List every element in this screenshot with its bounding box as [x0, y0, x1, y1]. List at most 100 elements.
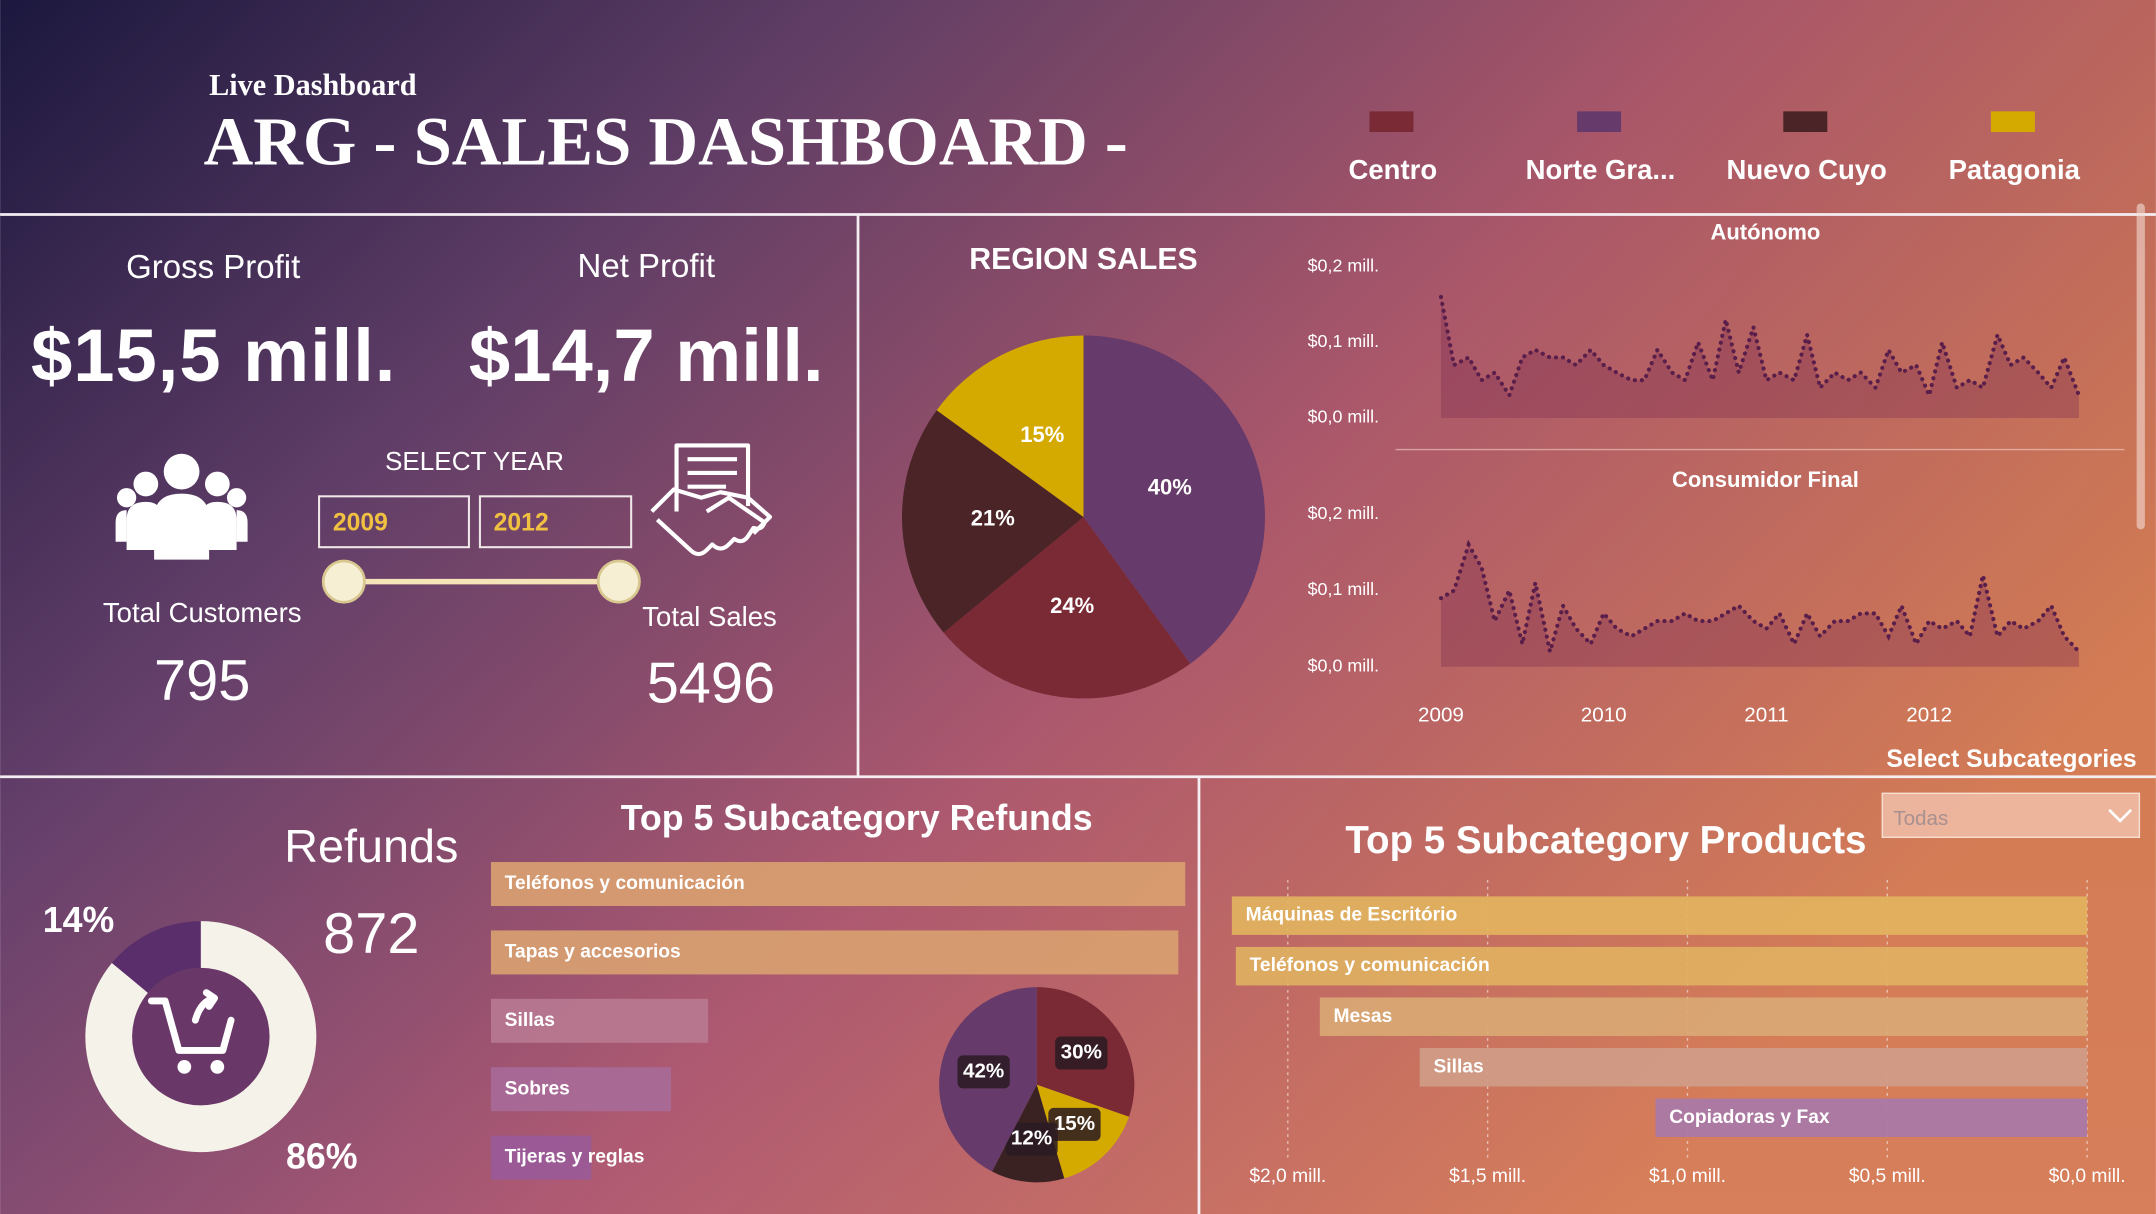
y-tick-label: $0,0 mill. [1308, 407, 1379, 427]
slice-label: 40% [1148, 475, 1192, 500]
slice-label: 15% [1020, 422, 1064, 447]
y-tick-label: $0,0 mill. [1308, 656, 1379, 676]
cart-icon [147, 989, 235, 1054]
year-from-box[interactable] [318, 495, 470, 549]
y-tick-label: $0,1 mill. [1308, 579, 1379, 599]
legend-swatch [1990, 111, 2035, 132]
x-tick-label: 2010 [1581, 704, 1627, 727]
bar-label: Tijeras y reglas [505, 1147, 645, 1168]
kpi-label: Refunds [284, 820, 458, 872]
bar [1319, 997, 2088, 1036]
dropdown-value: Todas [1893, 807, 1948, 830]
legend-label: Nuevo Cuyo [1727, 154, 1887, 185]
kpi-value: 872 [323, 902, 419, 966]
bar-label: Sillas [1433, 1056, 1483, 1077]
dashboard-title: ARG - SALES DASHBOARD - [204, 103, 1128, 179]
chart-title: Consumidor Final [1672, 467, 1859, 492]
pie-slice [902, 410, 1084, 633]
bar-label: Máquinas de Escritório [1246, 905, 1458, 926]
area [1440, 544, 2079, 667]
bar-label: Tapas y accesorios [505, 942, 681, 963]
area [1440, 296, 2079, 418]
kpi-label: Net Profit [578, 247, 715, 284]
bar-label: Mesas [1334, 1006, 1393, 1027]
x-tick-label: $2,0 mill. [1249, 1166, 1326, 1187]
slice-label: 14% [43, 900, 115, 940]
bar-label: Teléfonos y comunicación [1250, 955, 1490, 976]
x-tick-label: $0,5 mill. [1849, 1166, 1926, 1187]
legend-swatch [1577, 111, 1622, 132]
panel-dividers [0, 213, 2156, 1214]
pie-slice [1083, 335, 1265, 664]
year-to-box[interactable] [478, 495, 633, 549]
sales-icon [650, 443, 773, 557]
bar [490, 998, 709, 1043]
pie-slice [111, 921, 201, 993]
slice-label: 42% [963, 1059, 1004, 1082]
pie-slice [85, 921, 317, 1153]
bar [1419, 1047, 2088, 1087]
x-tick-label: 2011 [1744, 704, 1788, 727]
bar [490, 1067, 672, 1112]
dropdown-chevron[interactable] [2108, 808, 2133, 823]
legend-swatch [1783, 111, 1828, 132]
kpi-value: 795 [154, 649, 250, 713]
legend-swatch [1369, 111, 1414, 132]
bar-label: Sobres [505, 1078, 570, 1099]
slicer-label: SELECT YEAR [385, 446, 564, 476]
pie-slice [936, 335, 1084, 517]
slice-label: 12% [1011, 1127, 1052, 1150]
x-tick-label: 2012 [1906, 704, 1952, 727]
label-box [957, 1055, 1010, 1089]
slice-label: 21% [971, 506, 1015, 531]
kpi-value: $14,7 mill. [469, 314, 824, 397]
bar-label: Copiadoras y Fax [1669, 1107, 1830, 1128]
slice-label: 86% [286, 1136, 358, 1176]
bar [490, 862, 1186, 907]
chart-title: Top 5 Subcategory Refunds [621, 798, 1093, 838]
line [1438, 294, 2081, 402]
legend-label: Centro [1349, 154, 1438, 185]
chart-title: Top 5 Subcategory Products [1345, 819, 1866, 862]
pie-slice [943, 516, 1191, 699]
x-tick-label: 2009 [1418, 704, 1464, 727]
bar [490, 930, 1179, 975]
dashboard-subtitle: Live Dashboard [209, 68, 417, 102]
subcategory-dropdown[interactable] [1881, 792, 2141, 838]
kpi-label: Gross Profit [126, 248, 300, 285]
y-tick-label: $0,2 mill. [1308, 255, 1379, 275]
year-to: 2012 [494, 509, 549, 536]
slice-label: 24% [1050, 593, 1094, 618]
slicer-label: Select Subcategories [1886, 746, 2136, 773]
slice-label: 15% [1054, 1112, 1095, 1135]
slider-handle[interactable] [321, 559, 366, 604]
bar [1655, 1098, 2088, 1138]
scrollbar [2136, 203, 2145, 530]
label-box [1048, 1107, 1101, 1141]
kpi-value: 5496 [647, 652, 775, 716]
bar [490, 1135, 592, 1180]
cart-wheels [177, 1060, 225, 1074]
kpi-label: Total Sales [642, 601, 776, 632]
kpi-value: $15,5 mill. [31, 314, 395, 397]
line [1438, 539, 2081, 654]
x-tick-label: $0,0 mill. [2049, 1166, 2126, 1187]
bar-label: Sillas [505, 1010, 555, 1031]
label-box [1055, 1036, 1108, 1070]
donut-center [132, 967, 270, 1106]
legend-label: Norte Gra... [1526, 154, 1676, 185]
slider-handle[interactable] [596, 559, 641, 604]
y-tick-label: $0,1 mill. [1308, 331, 1379, 351]
chart-title: Autónomo [1710, 220, 1820, 245]
kpi-label: Total Customers [103, 597, 302, 628]
label-box [1005, 1122, 1058, 1156]
year-from: 2009 [333, 509, 388, 536]
bar [1235, 946, 2088, 986]
bar [1231, 896, 2088, 935]
x-tick-label: $1,5 mill. [1449, 1166, 1526, 1187]
x-tick-label: $1,0 mill. [1649, 1166, 1726, 1187]
bar-label: Teléfonos y comunicación [505, 873, 745, 894]
legend-label: Patagonia [1949, 154, 2081, 185]
